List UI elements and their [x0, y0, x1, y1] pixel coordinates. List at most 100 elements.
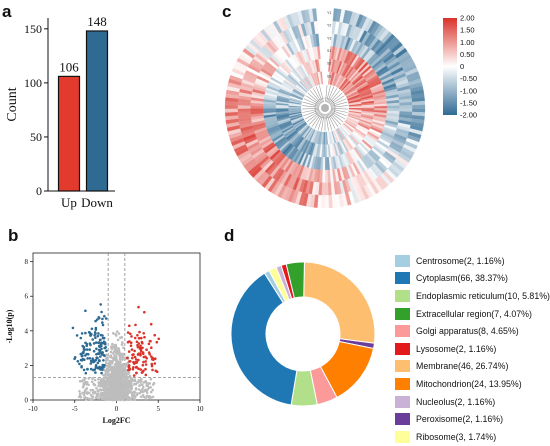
data-point	[79, 336, 83, 340]
legend-item: Centrosome(2, 1.16%)	[395, 252, 550, 270]
data-point	[122, 398, 125, 402]
data-point	[84, 371, 88, 375]
data-point	[141, 383, 144, 387]
data-point	[151, 388, 154, 392]
data-point	[125, 378, 128, 381]
panel-label-b: b	[8, 226, 19, 245]
data-point	[137, 388, 141, 391]
data-point	[84, 354, 87, 357]
data-point	[92, 342, 96, 345]
data-point	[116, 390, 120, 393]
legend-label: Mitochondrion(24, 13.95%)	[416, 378, 522, 389]
data-point	[130, 348, 134, 351]
data-point	[118, 374, 122, 378]
legend-item: Endoplasmic reticulum(10, 5.81%)	[395, 287, 550, 305]
data-point	[94, 341, 98, 344]
data-point	[155, 340, 159, 344]
legend-swatch	[395, 395, 410, 408]
data-point	[142, 332, 145, 335]
data-point	[91, 395, 95, 399]
data-point	[116, 350, 120, 354]
data-point	[114, 332, 117, 336]
data-point	[81, 344, 84, 348]
data-point	[116, 347, 120, 350]
data-point	[116, 363, 119, 367]
data-point	[115, 366, 119, 369]
data-point	[118, 363, 121, 367]
donut-legend: Centrosome(2, 1.16%) Cytoplasm(66, 38.37%…	[395, 252, 550, 446]
data-point	[101, 336, 105, 340]
data-point	[152, 381, 156, 385]
data-point	[135, 340, 139, 344]
data-point	[86, 391, 89, 394]
data-point	[80, 365, 83, 369]
data-point	[129, 341, 133, 345]
data-point	[139, 389, 143, 393]
data-point	[101, 368, 104, 371]
data-point	[154, 369, 158, 373]
data-point	[103, 396, 106, 400]
data-point	[137, 352, 141, 356]
data-point	[118, 378, 122, 382]
data-point	[136, 345, 140, 349]
data-point	[150, 364, 154, 368]
data-point	[73, 357, 76, 361]
data-point	[151, 368, 154, 372]
data-point	[111, 342, 114, 346]
data-point	[110, 366, 114, 369]
data-point	[97, 378, 100, 381]
bar-up	[57, 75, 81, 192]
data-point	[103, 354, 106, 358]
data-point	[126, 398, 129, 401]
data-point	[110, 347, 114, 351]
x-tick-label: 10	[197, 405, 205, 413]
data-point	[118, 367, 121, 370]
data-point	[104, 317, 108, 320]
legend-item: Lysosome(2, 1.16%)	[395, 340, 550, 358]
legend-swatch	[395, 325, 410, 338]
data-point	[84, 341, 87, 345]
data-point	[94, 328, 98, 331]
data-point	[119, 360, 122, 364]
data-point	[99, 393, 103, 397]
data-point	[147, 382, 150, 385]
data-point	[118, 357, 122, 360]
data-point	[94, 332, 97, 335]
data-point	[129, 360, 132, 363]
data-point	[101, 365, 104, 369]
data-point	[147, 351, 151, 354]
data-point	[134, 388, 138, 391]
data-point	[148, 394, 151, 398]
data-point	[117, 380, 120, 383]
data-point	[136, 334, 139, 337]
data-point	[111, 381, 115, 384]
data-point	[114, 355, 118, 359]
data-point	[150, 355, 153, 358]
legend-item: Mitochondrion(24, 13.95%)	[395, 375, 550, 393]
data-point	[110, 371, 114, 375]
data-point	[91, 377, 94, 380]
data-point	[92, 349, 96, 353]
data-point	[95, 387, 98, 390]
data-point	[141, 352, 145, 356]
legend-label: Endoplasmic reticulum(10, 5.81%)	[416, 290, 550, 301]
data-point	[105, 349, 108, 353]
data-point	[105, 383, 109, 386]
legend-label: Peroxisome(2, 1.16%)	[416, 414, 504, 425]
data-point	[84, 331, 87, 335]
data-point	[113, 392, 116, 396]
data-point	[103, 373, 106, 377]
legend-item: Membrane(46, 26.74%)	[395, 358, 550, 376]
data-point	[108, 364, 112, 367]
data-point	[135, 381, 139, 384]
data-point	[88, 357, 92, 360]
data-point	[133, 336, 137, 340]
data-point	[144, 373, 148, 377]
data-point	[100, 397, 104, 401]
data-point	[96, 352, 100, 356]
data-point	[82, 368, 86, 372]
data-point	[137, 379, 141, 382]
data-point	[128, 340, 131, 343]
data-point	[132, 366, 135, 369]
data-point	[123, 357, 127, 361]
